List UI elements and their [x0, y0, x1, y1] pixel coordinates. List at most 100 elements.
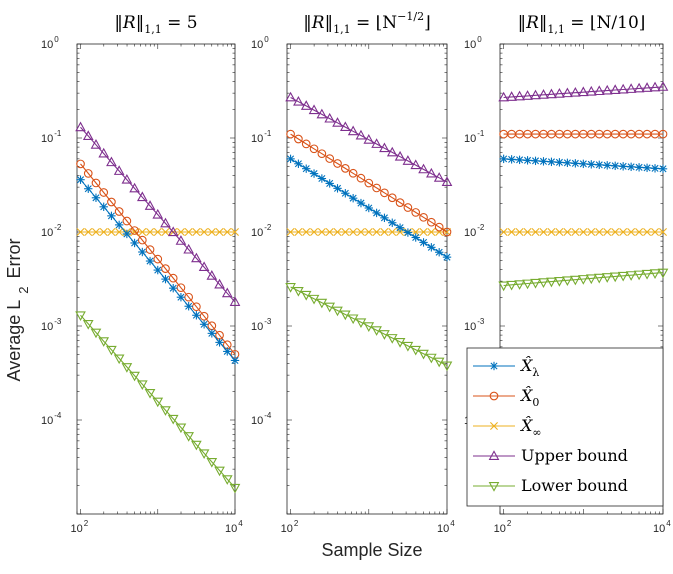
data-point-lower: [394, 337, 406, 348]
data-point-x_lambda: [634, 163, 644, 172]
data-point-x_inf: [231, 228, 239, 236]
data-point-x_lambda: [176, 292, 186, 302]
data-point-x_inf: [611, 228, 620, 236]
data-point-upper: [198, 261, 210, 272]
data-point-lower: [570, 275, 581, 286]
data-point-upper: [577, 86, 589, 97]
data-point-x_lambda: [302, 164, 311, 173]
data-point-lower: [285, 283, 296, 293]
y-tick-label: 10-2: [251, 223, 272, 239]
data-point-x_lambda: [507, 155, 516, 164]
data-point-upper: [554, 88, 565, 98]
data-point-x_lambda: [223, 347, 232, 356]
data-point-x_lambda: [341, 189, 350, 198]
data-point-x_lambda: [199, 320, 209, 329]
y-tick-label: 10-3: [251, 317, 272, 333]
data-point-x_lambda: [215, 338, 224, 347]
data-point-x_0: [301, 139, 311, 149]
data-point-x_0: [83, 169, 93, 178]
data-point-lower: [601, 273, 613, 283]
data-point-lower: [167, 414, 179, 425]
data-point-upper: [426, 167, 437, 178]
data-point-x_inf: [579, 228, 588, 236]
y-tick-label: 10-2: [41, 223, 62, 239]
data-point-x_inf: [419, 228, 428, 236]
data-point-upper: [339, 121, 351, 132]
data-point-lower: [152, 397, 164, 408]
panel-title: ‖R‖1,1 = 5: [114, 13, 197, 36]
data-point-x_inf: [364, 228, 373, 236]
data-point-x_lambda: [333, 184, 342, 193]
data-point-x_lambda: [380, 213, 389, 223]
data-point-lower: [160, 406, 171, 416]
data-point-upper: [498, 91, 509, 102]
data-point-x_0: [395, 198, 405, 207]
data-point-x_lambda: [184, 302, 193, 311]
data-point-x_lambda: [161, 274, 170, 284]
data-point-x_inf: [200, 228, 209, 236]
data-point-x_0: [419, 212, 428, 222]
data-point-x_0: [137, 235, 147, 245]
data-point-x_inf: [531, 228, 540, 236]
data-point-x_lambda: [145, 256, 155, 266]
data-point-x_0: [286, 129, 295, 139]
data-point-x_lambda: [294, 159, 303, 168]
data-point-upper: [160, 217, 171, 228]
data-point-x_lambda: [99, 202, 108, 212]
data-point-x_lambda: [364, 203, 373, 213]
data-point-x_inf: [627, 228, 636, 236]
data-point-x_lambda: [192, 311, 201, 320]
data-point-upper: [609, 84, 621, 94]
data-point-x_inf: [146, 228, 155, 236]
data-point-x_lambda: [650, 164, 660, 173]
series-line-x_0: [290, 133, 448, 233]
data-point-x_lambda: [286, 154, 295, 164]
data-point-upper: [136, 191, 148, 202]
data-point-x_lambda: [579, 159, 588, 169]
data-point-x_0: [387, 193, 397, 203]
y-tick-label: 10-4: [41, 411, 62, 427]
data-point-lower: [355, 318, 367, 329]
legend-marker-x_0: [489, 391, 499, 401]
data-point-x_lambda: [427, 243, 436, 252]
data-point-lower: [121, 363, 133, 373]
data-point-x_inf: [372, 228, 381, 236]
data-point-x_lambda: [107, 211, 116, 221]
y-tick-label: 10-1: [41, 129, 62, 145]
data-point-x_0: [356, 173, 366, 183]
data-point-x_inf: [349, 228, 358, 236]
x-tick-label: 104: [225, 519, 243, 535]
series-line-upper: [290, 97, 448, 183]
data-point-x_0: [168, 273, 178, 283]
legend-marker-x_inf: [490, 422, 498, 430]
data-point-upper: [285, 91, 296, 102]
data-point-lower: [129, 371, 140, 382]
y-tick-label: 10-2: [464, 223, 485, 239]
data-point-lower: [514, 280, 525, 290]
data-point-x_inf: [302, 228, 311, 236]
data-point-upper: [332, 117, 343, 127]
data-point-x_lambda: [547, 157, 556, 167]
legend-marker-upper: [488, 450, 500, 460]
y-axis-label-main: Average L: [4, 300, 24, 382]
data-point-upper: [593, 85, 605, 96]
data-point-upper: [347, 125, 359, 136]
data-point-x_lambda: [531, 156, 540, 166]
data-point-x_inf: [192, 228, 201, 236]
data-point-lower: [657, 268, 669, 279]
data-point-lower: [300, 290, 312, 301]
data-point-lower: [585, 274, 597, 285]
data-point-x_lambda: [499, 154, 508, 164]
data-point-x_0: [294, 134, 303, 144]
data-point-lower: [433, 357, 445, 368]
data-point-x_inf: [427, 228, 436, 236]
data-point-x_lambda: [515, 155, 524, 165]
data-point-upper: [98, 147, 110, 158]
data-point-lower: [371, 326, 382, 336]
data-point-x_lambda: [122, 229, 132, 239]
data-point-upper: [657, 81, 669, 91]
data-point-x_lambda: [555, 158, 564, 167]
data-point-x_inf: [184, 228, 193, 236]
data-point-upper: [106, 156, 117, 167]
